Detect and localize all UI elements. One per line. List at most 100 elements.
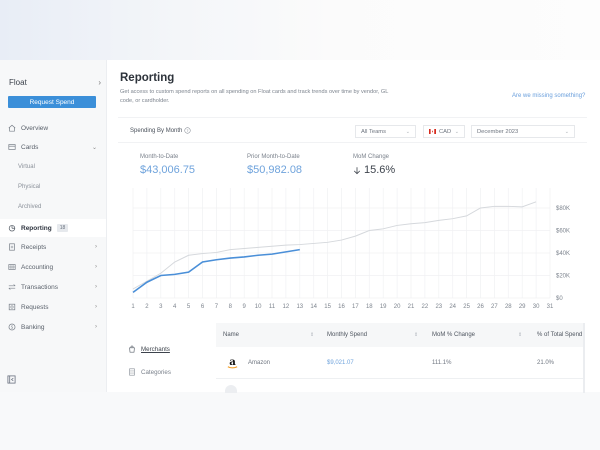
- chevron-down-icon: ⌄: [564, 129, 569, 135]
- sort-icon[interactable]: ⇕: [310, 332, 315, 338]
- sidebar-item-label: Banking: [21, 323, 45, 331]
- column-header-name[interactable]: Name: [223, 323, 239, 347]
- x-tick-label: 7: [215, 304, 219, 310]
- x-tick-label: 11: [269, 304, 276, 310]
- column-label: Name: [223, 332, 240, 338]
- sidebar-item-receipts[interactable]: Receipts ›: [0, 238, 106, 256]
- sidebar-item-reporting[interactable]: Reporting 18: [0, 219, 106, 237]
- merchant-name-cell: a Amazon: [226, 347, 270, 378]
- x-tick-label: 26: [477, 304, 484, 310]
- org-switcher[interactable]: Float ›: [9, 75, 101, 89]
- reporting-count-badge: 18: [56, 224, 69, 232]
- org-name: Float: [9, 77, 27, 87]
- x-tick-label: 18: [366, 304, 373, 310]
- app-window: Float › Request Spend Overview Cards ⌄ V…: [0, 60, 600, 393]
- x-tick-label: 29: [519, 304, 526, 310]
- chevron-right-icon: ›: [95, 284, 97, 290]
- merchant-name: Amazon: [248, 359, 271, 366]
- x-tick-label: 10: [255, 304, 262, 310]
- svg-text:?: ?: [187, 128, 189, 133]
- home-icon: [7, 124, 16, 133]
- sidebar-item-label: Receipts: [21, 243, 47, 251]
- chevron-down-icon: ⌄: [405, 129, 410, 135]
- x-tick-label: 20: [394, 304, 401, 310]
- pie-chart-icon: [7, 224, 16, 233]
- x-tick-label: 6: [201, 304, 205, 310]
- card-title-text: Spending By Month: [130, 127, 183, 134]
- merchants-table: Name ⇕ Monthly Spend ⇕ MoM % Change ⇕ % …: [216, 323, 585, 393]
- sort-icon[interactable]: ⇕: [414, 332, 419, 338]
- svg-text:$: $: [10, 325, 13, 330]
- sidebar-item-transactions[interactable]: Transactions ›: [0, 278, 106, 296]
- tab-label: Categories: [141, 368, 171, 376]
- sidebar-subitem-physical[interactable]: Physical: [18, 184, 41, 190]
- y-tick-label: $40K: [556, 251, 570, 257]
- x-tick-label: 3: [159, 304, 163, 310]
- team-filter-select[interactable]: All Teams ⌄: [355, 125, 416, 138]
- card-title: Spending By Month ?: [130, 127, 191, 134]
- column-header-mom-change[interactable]: MoM % Change: [432, 323, 475, 347]
- currency-value: CAD: [439, 128, 452, 135]
- y-tick-label: $20K: [556, 274, 570, 280]
- chevron-right-icon: ›: [95, 304, 97, 310]
- x-tick-label: 4: [173, 304, 177, 310]
- sidebar-item-requests[interactable]: Requests ›: [0, 298, 106, 316]
- row-divider: [216, 378, 585, 379]
- x-tick-label: 12: [283, 304, 290, 310]
- x-tick-label: 23: [435, 304, 442, 310]
- team-filter-value: All Teams: [361, 128, 387, 135]
- chevron-right-icon: ›: [95, 264, 97, 270]
- sidebar-item-label: Accounting: [21, 263, 54, 271]
- sidebar-item-banking[interactable]: $ Banking ›: [0, 318, 106, 336]
- x-tick-label: 13: [296, 304, 303, 310]
- x-tick-label: 22: [422, 304, 429, 310]
- metric-label: Prior Month-to-Date: [247, 154, 300, 160]
- pct-total-cell: 21.0%: [537, 359, 555, 366]
- sidebar: Float › Request Spend Overview Cards ⌄ V…: [0, 60, 107, 392]
- chevron-down-icon: ⌄: [91, 144, 97, 151]
- sort-icon[interactable]: ⇕: [518, 332, 523, 338]
- arrows-icon: [7, 283, 16, 292]
- sidebar-subitem-virtual[interactable]: Virtual: [18, 164, 35, 170]
- sidebar-item-overview[interactable]: Overview: [0, 119, 106, 137]
- x-tick-label: 30: [533, 304, 540, 310]
- card-header: Spending By Month ? All Teams ⌄ CAD ⌄ De…: [118, 118, 587, 143]
- sidebar-subitem-archived[interactable]: Archived: [18, 204, 42, 210]
- sidebar-item-label: Requests: [21, 303, 49, 311]
- x-tick-label: 5: [187, 304, 191, 310]
- month-select[interactable]: December 2023 ⌄: [471, 125, 575, 138]
- column-header-monthly-spend[interactable]: Monthly Spend: [327, 323, 367, 347]
- series-line: [132, 201, 537, 290]
- feedback-link[interactable]: Are we missing something?: [512, 93, 586, 99]
- x-tick-label: 31: [547, 304, 554, 310]
- help-icon[interactable]: ?: [184, 127, 191, 134]
- column-label: % of Total Spend: [537, 332, 583, 338]
- sidebar-item-cards[interactable]: Cards ⌄: [0, 138, 106, 156]
- grid-icon: [7, 263, 16, 272]
- x-tick-label: 8: [229, 304, 233, 310]
- request-spend-button[interactable]: Request Spend: [8, 96, 96, 108]
- x-tick-label: 15: [324, 304, 331, 310]
- table-header-row: Name ⇕ Monthly Spend ⇕ MoM % Change ⇕ % …: [216, 323, 585, 347]
- tab-merchants[interactable]: Merchants: [128, 343, 208, 355]
- metric-prior-month-to-date: Prior Month-to-Date $50,982.08: [247, 154, 302, 176]
- x-tick-label: 14: [310, 304, 317, 310]
- canada-flag-icon: [429, 129, 436, 134]
- x-tick-label: 25: [463, 304, 470, 310]
- currency-select[interactable]: CAD ⌄: [423, 125, 465, 138]
- page-title: Reporting: [120, 72, 175, 84]
- page-description: Get access to custom spend reports on al…: [120, 89, 389, 104]
- column-header-pct-total[interactable]: % of Total Spend: [537, 323, 582, 347]
- collapse-sidebar-icon[interactable]: [7, 375, 16, 384]
- sidebar-item-label: Overview: [21, 124, 49, 132]
- background-band: [0, 392, 600, 450]
- card-icon: [7, 143, 16, 152]
- sidebar-item-accounting[interactable]: Accounting ›: [0, 258, 106, 276]
- month-value: December 2023: [477, 128, 519, 135]
- monthly-spend-cell[interactable]: $9,021.07: [327, 359, 354, 366]
- tab-categories[interactable]: Categories: [128, 366, 208, 378]
- svg-text:a: a: [229, 356, 236, 368]
- table-scrollbar[interactable]: [583, 323, 585, 393]
- x-tick-label: 9: [243, 304, 247, 310]
